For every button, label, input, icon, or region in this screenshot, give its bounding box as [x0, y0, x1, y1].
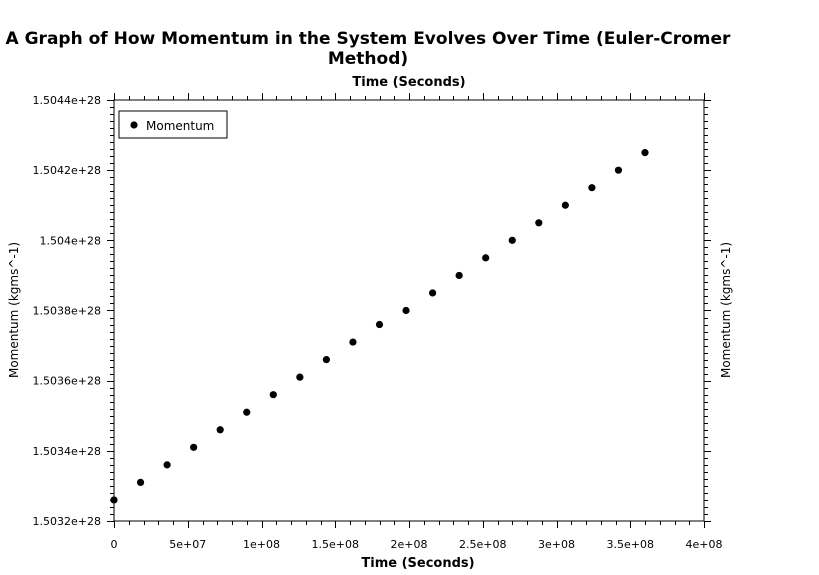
y-tick-label: 1.5032e+28	[33, 515, 101, 528]
data-point	[588, 184, 596, 192]
data-point	[455, 271, 463, 280]
y-tick-label: 1.5034e+28	[33, 445, 101, 458]
x-axis-label-bottom: Time (Seconds)	[361, 556, 474, 571]
data-point	[163, 461, 171, 469]
data-point	[296, 373, 304, 381]
x-tick-label: 4e+08	[686, 538, 723, 551]
data-point	[216, 426, 224, 434]
axis-ticks-layer	[107, 93, 711, 528]
data-points-layer	[110, 149, 649, 504]
data-point	[641, 149, 649, 157]
data-point	[561, 201, 569, 209]
data-point	[508, 236, 516, 244]
data-point	[136, 478, 145, 487]
data-point	[243, 408, 251, 416]
x-tick-label: 2.5e+08	[459, 538, 506, 551]
data-point	[429, 289, 437, 297]
legend-label-momentum: Momentum	[146, 119, 214, 133]
x-tick-label: 2e+08	[391, 538, 428, 551]
y-tick-label: 1.5042e+28	[33, 164, 101, 177]
legend-marker	[130, 121, 138, 129]
x-tick-label: 5e+07	[169, 538, 206, 551]
data-point	[375, 320, 384, 329]
chart-title-line-1: A Graph of How Momentum in the System Ev…	[6, 29, 732, 49]
data-point	[349, 338, 357, 346]
y-tick-label: 1.504e+28	[40, 234, 101, 247]
chart-title-line-2: Method)	[328, 49, 408, 69]
x-tick-label: 1e+08	[243, 538, 280, 551]
x-axis-label-top: Time (Seconds)	[352, 75, 465, 90]
data-point	[482, 254, 490, 262]
data-point	[269, 391, 277, 399]
data-point	[535, 219, 543, 227]
x-tick-label: 1.5e+08	[312, 538, 359, 551]
y-axis-label-right: Momentum (kgms^-1)	[719, 242, 733, 378]
x-tick-label: 3.5e+08	[607, 538, 654, 551]
data-point	[322, 356, 330, 364]
y-tick-label: 1.5038e+28	[33, 305, 101, 318]
data-point	[402, 306, 410, 315]
y-axis-label-left: Momentum (kgms^-1)	[7, 242, 21, 378]
y-tick-label: 1.5036e+28	[33, 375, 101, 388]
data-point	[110, 496, 118, 504]
axis-tick-labels-layer: 0 5e+07 1e+08 1.5e+08 2e+08 2.5e+08 3e+08 3.5e+…	[33, 94, 723, 551]
data-point	[614, 166, 623, 174]
y-tick-label: 1.5044e+28	[33, 94, 101, 107]
data-point	[190, 443, 198, 451]
x-tick-label: 0	[111, 538, 118, 551]
x-tick-label: 3e+08	[538, 538, 575, 551]
legend: Momentum	[118, 110, 228, 139]
